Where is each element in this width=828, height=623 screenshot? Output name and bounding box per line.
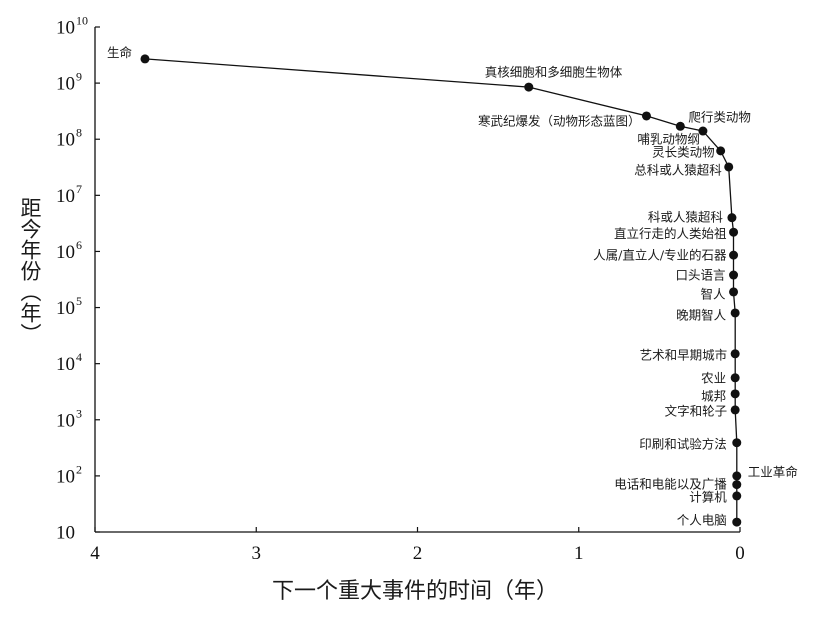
point-label-18: 印刷和试验方法 [639,437,727,452]
data-points [140,54,742,527]
data-point-15 [730,373,740,383]
data-point-5 [698,126,708,136]
point-label-8: 科或人猿超科 [648,210,724,225]
y-tick-label: 10 [56,18,75,39]
data-point-13 [730,308,740,318]
point-label-14: 艺术和早期城市 [640,347,728,362]
x-tick-label: 0 [735,543,745,564]
point-label-4: 爬行类动物 [688,109,751,124]
point-label-22: 个人电脑 [677,513,727,528]
data-point-6 [716,146,726,156]
point-label-12: 智人 [701,286,727,301]
data-point-1 [140,54,150,64]
point-label-11: 口头语言 [676,268,726,283]
x-tick-label: 3 [252,543,262,564]
data-point-3 [641,111,651,121]
data-point-18 [732,438,742,448]
data-point-16 [730,389,740,399]
point-label-5: 哺乳动物纲 [637,132,700,147]
y-tick-label: 10 [56,466,75,487]
data-point-7 [724,162,734,172]
data-point-17 [730,405,740,415]
y-tick-exponent: 6 [76,238,82,252]
axes [94,27,740,533]
point-label-21: 计算机 [689,489,727,504]
point-label-1: 生命 [107,45,133,60]
y-tick-label: 10 [56,410,75,431]
data-point-9 [729,227,739,237]
point-label-19: 工业革命 [748,464,799,479]
data-point-12 [729,287,739,297]
data-point-8 [727,213,737,223]
y-tick-exponent: 9 [76,70,82,84]
x-tick-label: 1 [574,543,584,564]
point-label-7: 总科或人猿超科 [634,162,722,177]
data-point-10 [729,250,739,260]
y-tick-label: 10 [56,242,75,263]
y-tick-label: 10 [56,354,75,375]
data-point-20 [732,480,742,490]
point-label-3: 寒武纪爆发（动物形态蓝图） [478,114,641,129]
data-point-22 [732,517,742,527]
x-axis-title: 下一个重大事件的时间（年） [272,579,558,604]
y-tick-exponent: 10 [76,14,88,28]
point-label-15: 农业 [701,370,726,385]
data-point-19 [732,471,742,481]
y-tick-label: 10 [56,523,75,544]
point-label-6: 灵长类动物 [652,144,715,159]
data-point-14 [730,349,740,359]
series-line [144,58,738,523]
point-label-20: 电话和电能以及广播 [614,477,727,492]
point-label-16: 城邦 [701,389,726,404]
point-label-13: 晚期智人 [676,307,727,322]
data-point-4 [675,121,685,131]
data-point-21 [732,491,742,501]
point-label-17: 文字和轮子 [665,403,728,418]
point-label-9: 直立行走的人类始祖 [614,226,727,241]
data-point-11 [729,270,739,280]
y-axis-title: 距今年份（年） [18,197,42,344]
point-label-10: 人属/直立人/专业的石器 [593,248,727,263]
y-tick-label: 10 [56,186,75,207]
y-tick-exponent: 3 [76,406,82,420]
y-tick-exponent: 4 [76,350,82,364]
y-tick-label: 10 [56,130,75,151]
x-tick-label: 2 [413,543,423,564]
y-tick-exponent: 5 [76,294,82,308]
y-tick-label: 10 [56,298,75,319]
x-tick-label: 4 [90,543,100,564]
x-ticks: 4 3 2 1 0 [90,527,745,564]
y-tick-exponent: 8 [76,126,82,140]
point-label-2: 真核细胞和多细胞生物体 [485,65,623,80]
data-point-2 [524,82,534,92]
y-tick-exponent: 7 [76,182,82,196]
y-tick-exponent: 2 [76,462,82,476]
y-tick-label: 10 [56,74,75,95]
